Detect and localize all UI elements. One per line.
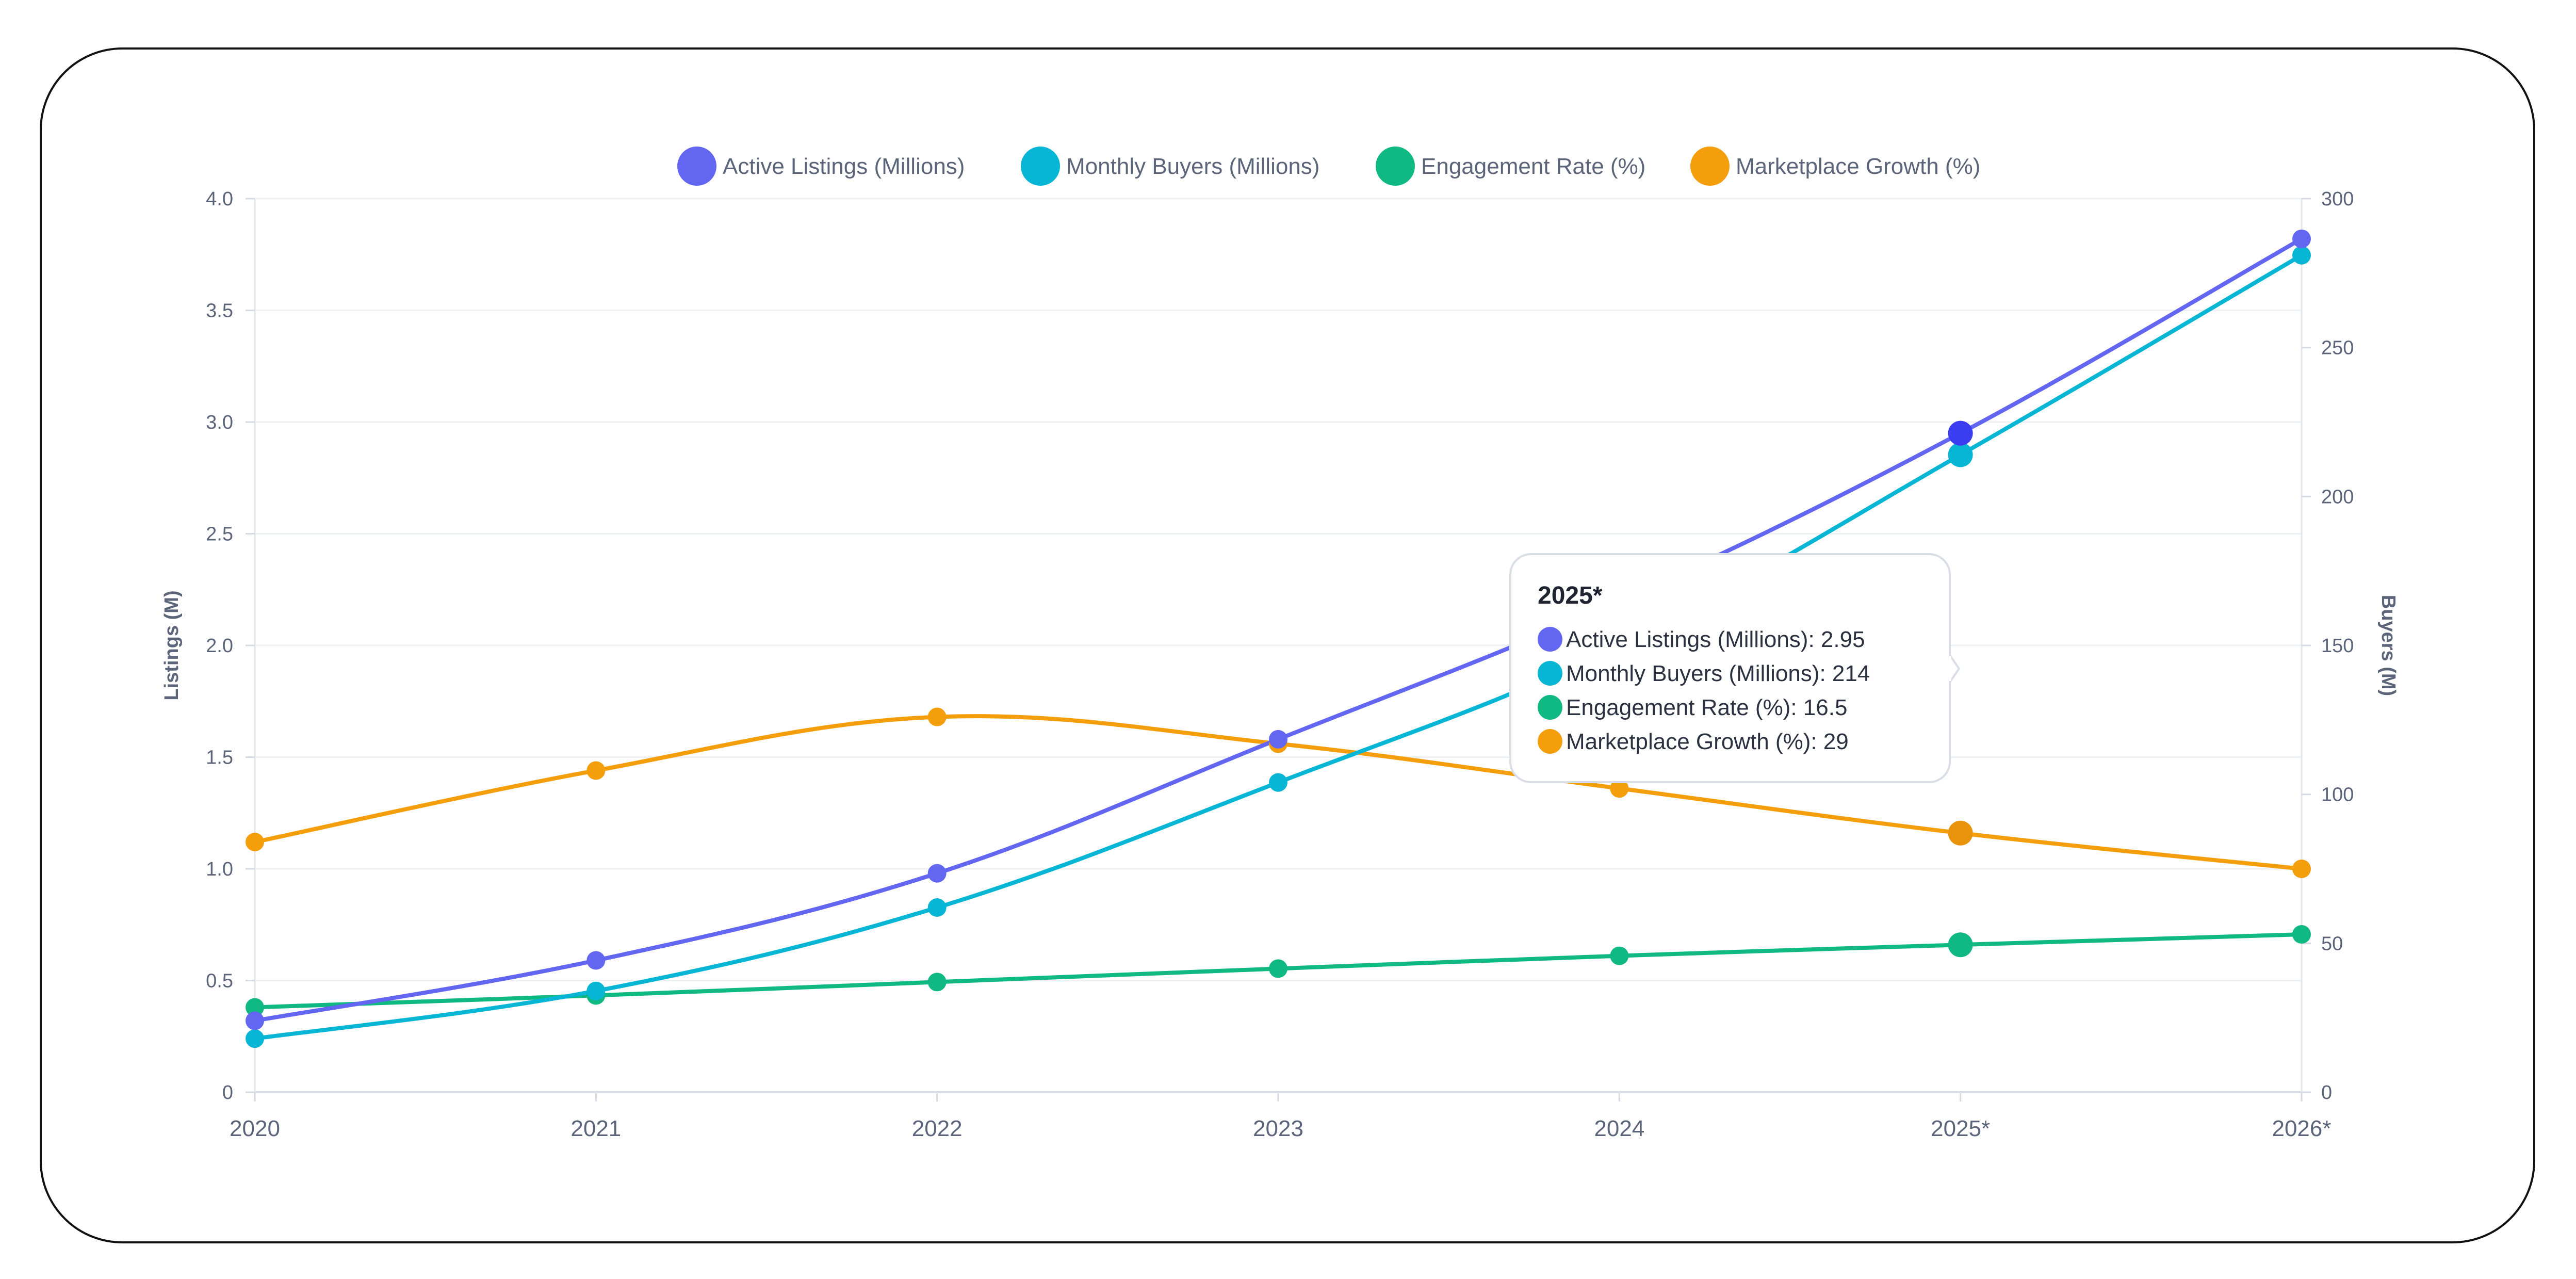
left-tick-label: 1.5 (206, 747, 233, 769)
marketplace-growth-point[interactable] (586, 761, 606, 780)
monthly-buyers-millions-line (253, 253, 2304, 1041)
legend-item-marketplace-growth[interactable]: Marketplace Growth (%) (1690, 147, 1980, 186)
left-tick-label: 2.0 (206, 635, 233, 657)
engagement-rate-point[interactable] (927, 973, 947, 992)
marketplace-growth-point[interactable] (2292, 860, 2311, 878)
right-tick-label: 50 (2321, 933, 2343, 954)
right-tick-label: 100 (2321, 784, 2354, 806)
data-points[interactable] (246, 229, 2311, 1048)
grid (255, 198, 2302, 981)
tooltip-row: Active Listings (Millions): 2.95 (1566, 627, 1865, 652)
left-tick-label: 0 (222, 1082, 233, 1104)
x-tick-label: 2025* (1931, 1116, 1990, 1141)
monthly-buyers-millions-point[interactable] (2292, 246, 2311, 265)
series (253, 236, 2304, 1041)
left-tick-label: 4.0 (206, 188, 233, 210)
right-tick-label: 150 (2321, 635, 2354, 657)
right-tick-label: 0 (2321, 1082, 2332, 1104)
marketplace-growth-point[interactable] (927, 707, 947, 726)
right-axis-title: Buyers (M) (2377, 595, 2399, 696)
left-tick-label: 2.5 (206, 524, 233, 545)
legend[interactable]: Active Listings (Millions) Monthly Buyers… (677, 147, 1980, 186)
left-tick-label: 3.5 (206, 300, 233, 322)
monthly-buyers-millions-point[interactable] (1269, 773, 1287, 792)
x-tick-label: 2020 (230, 1116, 280, 1141)
active-listings-millions-line (253, 236, 2304, 1023)
legend-label: Marketplace Growth (%) (1736, 154, 1980, 179)
monthly-buyers-millions-point[interactable] (927, 898, 947, 917)
tooltip-title: 2025* (1538, 582, 1603, 609)
legend-label: Monthly Buyers (Millions) (1066, 154, 1319, 179)
legend-label: Engagement Rate (%) (1421, 154, 1645, 179)
legend-swatch (1376, 147, 1415, 186)
engagement-rate-point[interactable] (2292, 925, 2311, 944)
marketplace-growth-point[interactable] (246, 833, 264, 852)
tooltip-swatch (1538, 661, 1562, 686)
engagement-rate-point[interactable] (1269, 959, 1287, 978)
active-listings-millions-point[interactable] (1269, 730, 1287, 749)
legend-item-active-listings-millions[interactable]: Active Listings (Millions) (677, 147, 965, 186)
left-tick-label: 3.0 (206, 412, 233, 433)
active-listings-millions-point[interactable] (586, 951, 606, 970)
monthly-buyers-millions-point[interactable] (586, 981, 606, 1000)
tooltip-row: Monthly Buyers (Millions): 214 (1566, 661, 1870, 686)
x-tick-label: 2022 (912, 1116, 963, 1141)
tooltip-swatch (1538, 729, 1562, 754)
tooltip-swatch (1538, 627, 1562, 652)
monthly-buyers-millions-point[interactable] (246, 1029, 264, 1048)
tooltip-row: Engagement Rate (%): 16.5 (1566, 695, 1847, 720)
active-listings-millions-point[interactable] (927, 864, 947, 883)
legend-item-monthly-buyers-millions[interactable]: Monthly Buyers (Millions) (1021, 147, 1319, 186)
tooltip-row: Marketplace Growth (%): 29 (1566, 729, 1849, 754)
tooltip-pointer (1949, 654, 1961, 683)
right-tick-label: 300 (2321, 188, 2354, 210)
legend-item-engagement-rate[interactable]: Engagement Rate (%) (1376, 147, 1645, 186)
legend-swatch (677, 147, 716, 186)
right-tick-label: 200 (2321, 486, 2354, 508)
active-listings-millions-point[interactable] (2292, 229, 2311, 248)
right-tick-label: 250 (2321, 337, 2354, 359)
tooltip: 2025* Active Listings (Millions): 2.95 Mon… (1509, 553, 1961, 783)
marketplace-growth-point[interactable] (1948, 820, 1973, 846)
engagement-rate-point[interactable] (1610, 946, 1629, 965)
active-listings-millions-point[interactable] (246, 1011, 264, 1030)
marketplace-growth-point[interactable] (1610, 779, 1629, 798)
left-tick-label: 1.0 (206, 859, 233, 880)
x-tick-label: 2024 (1594, 1116, 1644, 1141)
left-axis-title: Listings (M) (161, 590, 183, 700)
tooltip-pointer-mask (1948, 656, 1951, 681)
legend-swatch (1690, 147, 1730, 186)
monthly-buyers-millions-point[interactable] (1948, 442, 1973, 467)
engagement-rate-point[interactable] (246, 998, 264, 1017)
legend-swatch (1021, 147, 1060, 186)
engagement-rate-point[interactable] (1948, 932, 1973, 958)
tick-labels: 0 0.5 1.0 1.5 2.0 2.5 3.0 3.5 4.0 0 50 100 150 200 250… (206, 188, 2354, 1141)
left-tick-label: 0.5 (206, 970, 233, 992)
active-listings-millions-point[interactable] (1948, 420, 1973, 446)
tooltip-swatch (1538, 695, 1562, 720)
x-tick-label: 2023 (1253, 1116, 1303, 1141)
x-tick-label: 2026* (2272, 1116, 2331, 1141)
legend-label: Active Listings (Millions) (723, 154, 965, 179)
x-tick-label: 2021 (570, 1116, 621, 1141)
